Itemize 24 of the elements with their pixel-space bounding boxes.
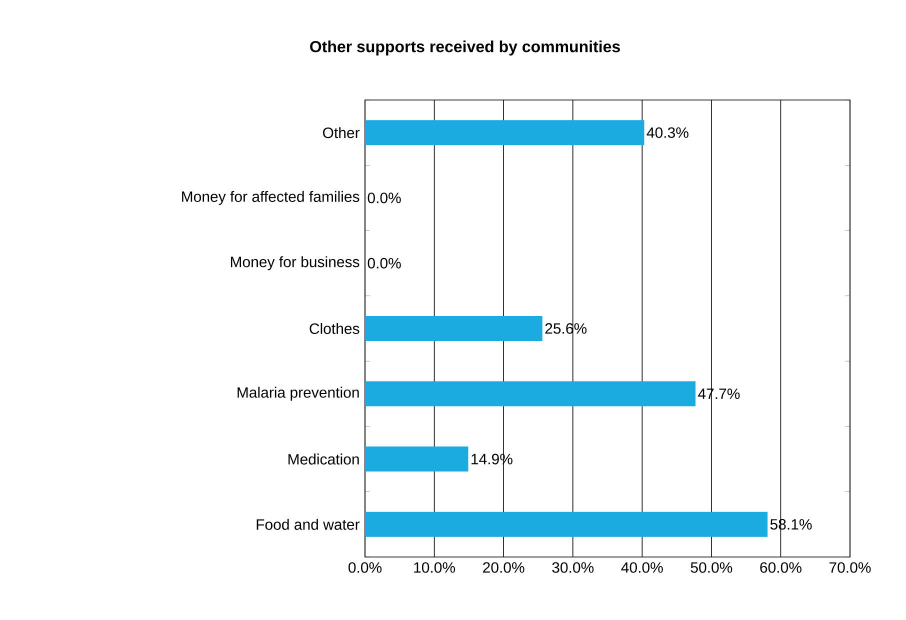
- y-tick-label: Money for affected families: [182, 190, 360, 205]
- bar: [365, 446, 468, 472]
- x-tick-label: 70.0%: [830, 562, 871, 573]
- x-tick-label: 0.0%: [348, 562, 382, 573]
- y-tick-label: Food and water: [256, 518, 360, 530]
- bar: [365, 512, 768, 537]
- x-tick-label: 30.0%: [552, 562, 594, 573]
- x-tick-label: 50.0%: [690, 562, 732, 573]
- x-tick-label: 40.0%: [621, 562, 663, 573]
- bar: [365, 381, 696, 406]
- x-tick-label: 20.0%: [483, 562, 524, 573]
- x-tick-label: 10.0%: [414, 562, 456, 573]
- y-tick-label: Medication: [288, 454, 359, 465]
- y-tick-label: Malaria prevention: [238, 386, 359, 401]
- bar: [365, 316, 542, 341]
- y-tick-label: Other: [323, 127, 360, 138]
- chart-title: Other supports received by communities: [310, 40, 620, 56]
- data-label: 40.3%: [646, 127, 688, 138]
- y-tick-label: Clothes: [310, 322, 360, 334]
- x-tick-label: 60.0%: [760, 562, 802, 573]
- data-label: 0.0%: [368, 258, 401, 269]
- y-tick-label: Money for business: [230, 256, 360, 270]
- data-label: 0.0%: [368, 192, 401, 204]
- bar: [365, 120, 644, 146]
